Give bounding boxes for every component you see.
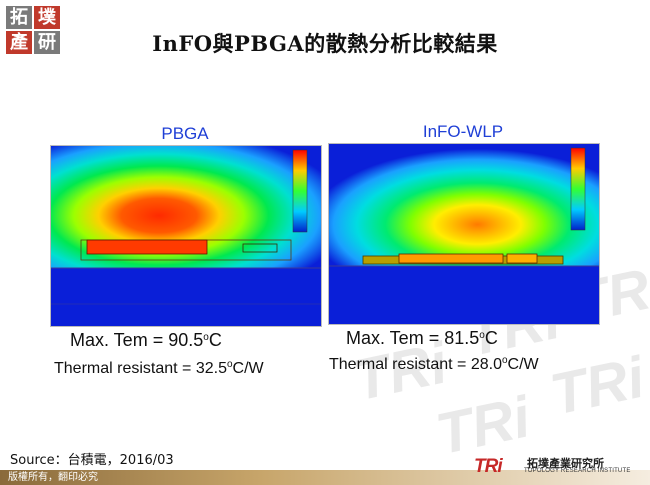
footer-bar <box>0 470 650 485</box>
org-name-zh: 拓墣產業研究所 <box>527 457 604 470</box>
info-wlp-thermal-resistance: Thermal resistant = 28.0oC/W <box>329 355 539 374</box>
slide-title: InFO與PBGA的散熱分析比較結果 <box>152 31 498 56</box>
institute-logo: 拓 墣 產 研 <box>6 6 62 56</box>
resistance-value: 32.5 <box>195 360 227 377</box>
resistance-label: Thermal resistant = <box>54 360 196 377</box>
max-temp-label: Max. Tem = <box>70 330 169 350</box>
resistance-unit: C/W <box>232 360 264 377</box>
tri-logo: TRi <box>474 456 503 477</box>
info-wlp-thermal-map <box>328 143 600 325</box>
svg-text:TRi: TRi <box>545 344 650 427</box>
degree-symbol: o <box>501 355 508 366</box>
logo-char-1: 拓 <box>6 6 32 29</box>
degree-symbol: o <box>479 330 485 341</box>
max-temp-value: 90.5 <box>168 330 204 350</box>
resistance-label: Thermal resistant = <box>329 356 471 373</box>
source-note: Source：台積電，2016/03 <box>10 453 174 468</box>
celsius-unit: C <box>484 328 498 348</box>
org-name-en: TOPOLOGY RESEARCH INSTITUTE <box>524 468 631 474</box>
copyright-notice: 版權所有，翻印必究 <box>8 472 98 483</box>
max-temp-label: Max. Tem = <box>346 328 445 348</box>
pbga-label: PBGA <box>161 124 209 143</box>
pbga-max-temp: Max. Tem = 90.5oC <box>70 330 222 351</box>
info-wlp-max-temp: Max. Tem = 81.5oC <box>346 328 498 349</box>
resistance-unit: C/W <box>507 356 539 373</box>
degree-symbol: o <box>203 332 209 343</box>
logo-char-4: 研 <box>34 31 60 54</box>
logo-char-3: 產 <box>6 31 32 54</box>
degree-symbol: o <box>226 359 233 370</box>
celsius-unit: C <box>208 330 222 350</box>
pbga-thermal-map <box>50 145 322 327</box>
info-wlp-label: InFO-WLP <box>422 122 504 141</box>
svg-text:TRi: TRi <box>431 384 538 460</box>
logo-char-2: 墣 <box>34 6 60 29</box>
resistance-value: 28.0 <box>470 356 502 373</box>
max-temp-value: 81.5 <box>444 328 480 348</box>
pbga-thermal-resistance: Thermal resistant = 32.5oC/W <box>54 359 264 378</box>
